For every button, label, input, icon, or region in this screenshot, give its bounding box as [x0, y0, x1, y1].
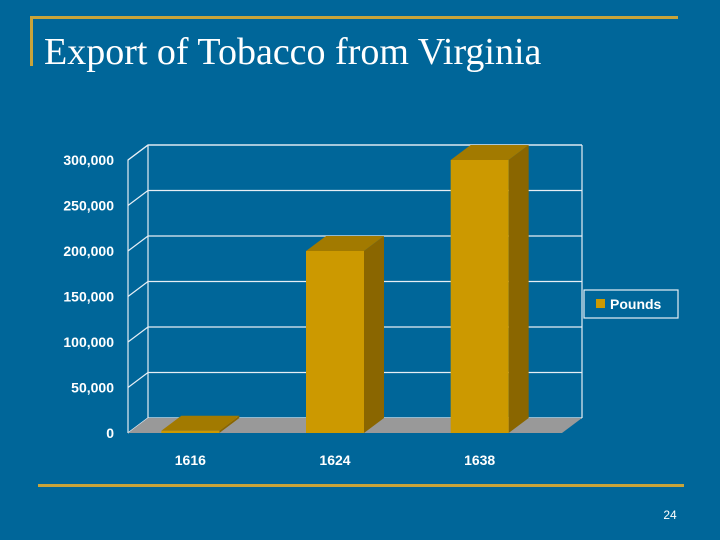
legend-box: [583, 289, 679, 319]
x-tick-label: 1616: [175, 452, 206, 468]
gridline: [127, 189, 582, 206]
bottom-rule: [38, 484, 684, 487]
gridline: [127, 235, 582, 252]
x-tick-label: 1638: [464, 452, 495, 468]
bar: [161, 430, 220, 433]
bar-side: [508, 145, 529, 433]
bar-top: [161, 415, 240, 431]
title-accent-bar: [30, 16, 33, 66]
gridline: [127, 144, 582, 161]
y-tick-label: 50,000: [71, 380, 114, 396]
gridline: [127, 280, 582, 297]
gridline: [127, 371, 582, 388]
y-tick-label: 100,000: [63, 334, 114, 350]
bar-side: [364, 236, 384, 433]
y-tick-label: 300,000: [63, 152, 114, 168]
bar-top: [306, 236, 384, 251]
x-tick-label: 1624: [319, 452, 350, 468]
page-number: 24: [663, 508, 677, 522]
y-tick-label: 0: [106, 425, 114, 441]
bar-top: [450, 145, 529, 160]
slide-title: Export of Tobacco from Virginia: [44, 31, 542, 73]
bar: [450, 160, 509, 433]
bar-side: [219, 415, 240, 433]
bar: [306, 251, 364, 433]
y-tick-label: 150,000: [63, 289, 114, 305]
legend-label: Pounds: [610, 296, 662, 312]
legend-swatch: [596, 299, 605, 308]
top-rule: [30, 16, 678, 19]
gridline: [127, 326, 582, 343]
y-tick-label: 200,000: [63, 243, 114, 259]
y-tick-label: 250,000: [63, 198, 114, 214]
